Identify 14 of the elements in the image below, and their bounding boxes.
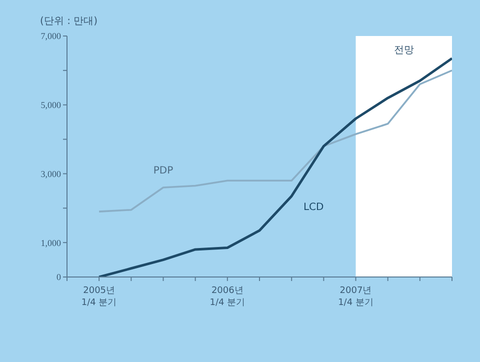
x-tick-label: 2006년 1/4 분기: [210, 286, 246, 308]
y-axis-title: (단위 : 만대): [40, 15, 98, 28]
line-series: [98, 70, 452, 212]
series-label: PDP: [153, 165, 174, 176]
y-tick-label: 7,000: [40, 31, 62, 42]
line-series: [98, 57, 452, 277]
y-tick-label: 0: [56, 272, 62, 282]
y-tick-label: 1,000: [40, 238, 62, 248]
series-label: LCD: [303, 202, 324, 214]
band-label: 전망: [394, 45, 414, 56]
y-tick-label: 3,000: [40, 168, 62, 179]
y-tick-label: 5,000: [40, 100, 62, 110]
x-tick-label: 2005년 1/4 분기: [81, 286, 117, 308]
x-tick-label: 2007년 1/4 분기: [338, 286, 374, 308]
